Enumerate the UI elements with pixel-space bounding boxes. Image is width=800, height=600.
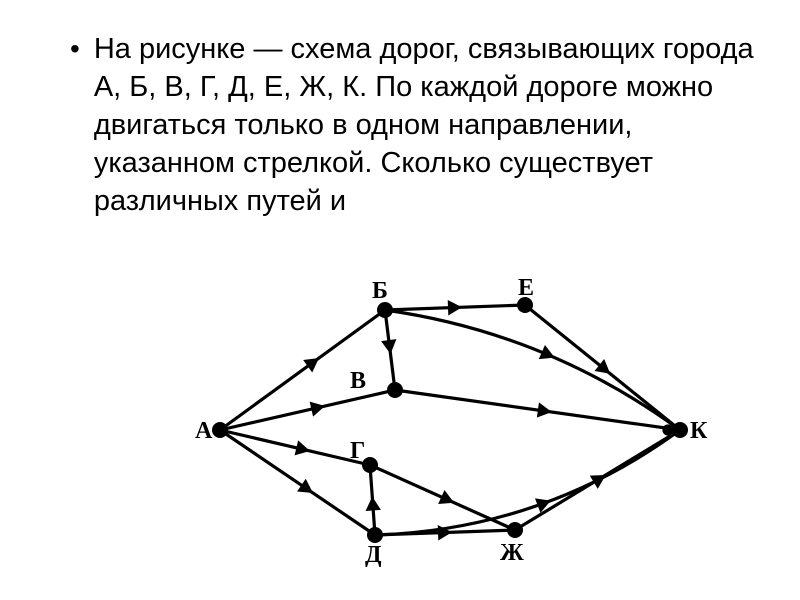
node-D [367,527,383,543]
node-J [507,522,523,538]
node-K [672,422,688,438]
bullet-dot: • [70,30,80,68]
road-graph: А Б В Г Д Е Ж К [190,260,710,570]
node-V [387,382,403,398]
node-label-A: А [195,418,213,444]
node-A [212,422,228,438]
node-label-K: К [690,418,708,444]
node-label-D: Д [365,542,382,568]
node-label-B: Б [372,278,388,304]
node-label-E: Е [518,275,534,301]
node-label-J: Ж [500,540,524,566]
node-B [377,302,393,318]
slide-text: На рисунке — схема дорог, связывающих го… [94,30,760,220]
slide: • На рисунке — схема дорог, связывающих … [0,0,800,600]
node-label-G: Г [350,438,365,464]
bullet-row: • На рисунке — схема дорог, связывающих … [70,30,760,220]
node-label-V: В [350,368,366,394]
